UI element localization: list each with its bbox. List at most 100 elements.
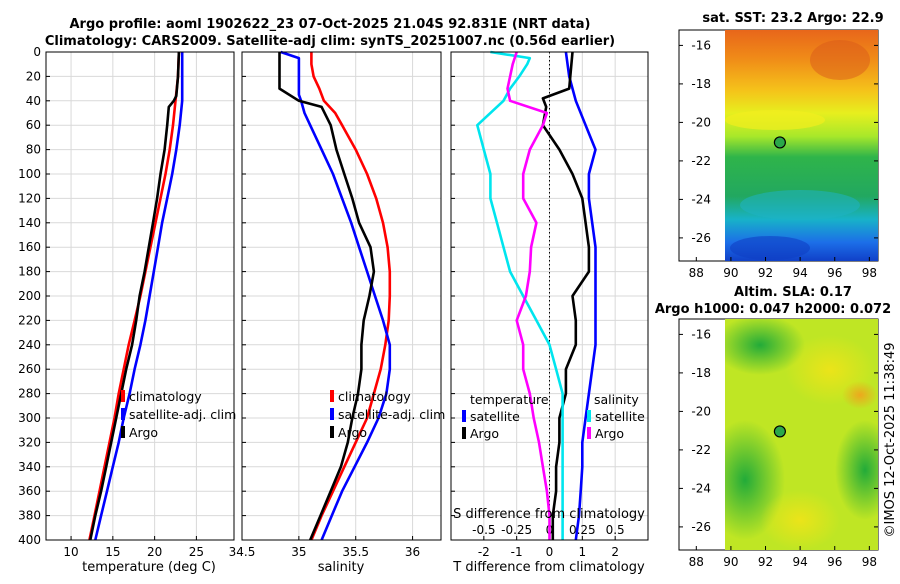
map-x-tick-label: 90 xyxy=(723,266,738,280)
plot-border xyxy=(45,51,235,541)
map-y-tick-label: -20 xyxy=(691,115,711,129)
sla-low-patch-1 xyxy=(725,319,805,375)
map-x-tick-label: 98 xyxy=(862,555,877,569)
map-x-tick-label: 94 xyxy=(792,555,807,569)
x-tick-label: 20 xyxy=(147,545,162,559)
y-tick-label: 240 xyxy=(18,338,41,352)
y-tick-label: 0 xyxy=(33,45,41,59)
y-tick-label: 260 xyxy=(18,362,41,376)
series-line-s-satellite xyxy=(475,50,564,540)
map-y-tick-label: -26 xyxy=(691,520,711,534)
x-tick-label: 15 xyxy=(105,545,120,559)
legend-label: Argo xyxy=(338,425,367,440)
s-tick-label: 0.25 xyxy=(569,523,596,537)
title-line-1: Argo profile: aoml 1902622_23 07-Oct-202… xyxy=(70,17,591,32)
series-line-s-argo xyxy=(506,51,551,540)
temperature-xlabel: temperature (deg C) xyxy=(82,560,216,575)
map-y-tick-label: -16 xyxy=(691,38,711,52)
y-tick-label: 400 xyxy=(18,533,41,547)
credit-text: ©IMOS 12-Oct-2025 11:38:49 xyxy=(883,342,898,537)
sla-map-axes: 88 90 92 94 96 98 -16 -18 -20 -22 -24 -26 xyxy=(679,327,878,569)
sla-map-title: Altim. SLA: 0.17 xyxy=(734,285,852,300)
y-tick-label: 120 xyxy=(18,191,41,205)
difference-xlabel-top: S difference from climatology xyxy=(453,507,645,522)
x-tick-label: 36 xyxy=(405,545,420,559)
series-line-t-satellite xyxy=(564,51,597,541)
sla-map-subtitle: Argo h1000: 0.047 h2000: 0.072 xyxy=(655,302,891,317)
map-y-tick-label: -26 xyxy=(691,231,711,245)
x-tick-label: 2 xyxy=(611,545,619,559)
sst-argo-marker xyxy=(773,136,786,149)
sst-map: 88 90 92 94 96 98 -16 -18 -20 -22 -24 -26 xyxy=(678,29,879,280)
y-tick-label: 140 xyxy=(18,216,41,230)
sla-argo-marker xyxy=(773,425,786,438)
y-tick-label: 100 xyxy=(18,167,41,181)
legend-swatch xyxy=(330,426,334,438)
sst-hot-patch xyxy=(810,40,870,80)
sst-cool-patch xyxy=(740,190,860,220)
sst-cold-patch xyxy=(730,236,810,260)
series-line-argo xyxy=(89,51,181,541)
map-x-tick-label: 98 xyxy=(862,266,877,280)
x-tick-label: 25 xyxy=(189,545,204,559)
salinity-panel: 34.5 35 35.5 36 climatology satellite-adj. cl… xyxy=(229,50,445,559)
x-tick-label: -1 xyxy=(511,545,523,559)
y-tick-label: 20 xyxy=(26,69,41,83)
sla-peak-patch xyxy=(842,381,878,409)
series-line-climatology xyxy=(310,52,392,541)
series-line-argo xyxy=(278,52,376,541)
legend-swatch xyxy=(462,410,466,422)
map-x-tick-label: 94 xyxy=(792,266,807,280)
map-y-tick-label: -18 xyxy=(691,77,711,91)
sst-map-title: sat. SST: 23.2 Argo: 22.9 xyxy=(702,11,883,26)
legend-label: satellite-adj. clim xyxy=(338,407,445,422)
map-y-tick-label: -22 xyxy=(691,154,711,168)
map-y-tick-label: -18 xyxy=(691,366,711,380)
y-tick-label: 60 xyxy=(26,118,41,132)
sst-map-axes: 88 90 92 94 96 98 -16 -18 -20 -22 -24 -26 xyxy=(679,38,878,280)
x-tick-label: 35 xyxy=(291,545,306,559)
legend-label: Argo xyxy=(595,426,624,441)
legend-swatch xyxy=(587,410,591,422)
map-y-tick-label: -20 xyxy=(691,404,711,418)
map-y-tick-label: -22 xyxy=(691,443,711,457)
legend-label: satellite-adj. clim xyxy=(129,407,236,422)
y-tick-label: 220 xyxy=(18,313,41,327)
legend-swatch xyxy=(121,390,125,402)
salinity-xlabel: salinity xyxy=(318,560,365,575)
y-tick-label: 200 xyxy=(18,289,41,303)
y-tick-label: 180 xyxy=(18,265,41,279)
y-tick-label: 40 xyxy=(26,94,41,108)
map-y-tick-label: -24 xyxy=(691,192,711,206)
sla-map: 88 90 92 94 96 98 -16 -18 -20 -22 -24 -26 xyxy=(678,318,879,569)
sla-high-patch-2 xyxy=(760,490,840,550)
s-tick-label: 0.5 xyxy=(606,523,625,537)
y-tick-label: 340 xyxy=(18,460,41,474)
map-x-tick-label: 96 xyxy=(827,266,842,280)
series-line-satellite-adj-clim xyxy=(280,50,392,541)
legend-swatch xyxy=(587,427,591,439)
title-line-2: Climatology: CARS2009. Satellite-adj cli… xyxy=(45,34,615,49)
legend-label: climatology xyxy=(338,389,411,404)
plot-border xyxy=(450,51,649,541)
y-tick-label: 80 xyxy=(26,143,41,157)
map-x-tick-label: 88 xyxy=(689,555,704,569)
map-x-tick-label: 88 xyxy=(689,266,704,280)
legend-label: Argo xyxy=(129,425,158,440)
series-line-satellite-adj-clim xyxy=(94,52,184,541)
map-y-tick-label: -16 xyxy=(691,327,711,341)
x-tick-label: 10 xyxy=(63,545,78,559)
sst-field xyxy=(725,30,878,261)
map-x-tick-label: 96 xyxy=(827,555,842,569)
x-tick-label: -2 xyxy=(478,545,490,559)
legend-swatch xyxy=(462,427,466,439)
legend-swatch xyxy=(121,408,125,420)
map-x-tick-label: 90 xyxy=(723,555,738,569)
legend-swatch xyxy=(330,390,334,402)
legend-swatch xyxy=(121,426,125,438)
legend-label: Argo xyxy=(470,426,499,441)
legend-title: salinity xyxy=(594,392,639,407)
s-tick-label: -0.5 xyxy=(472,523,495,537)
